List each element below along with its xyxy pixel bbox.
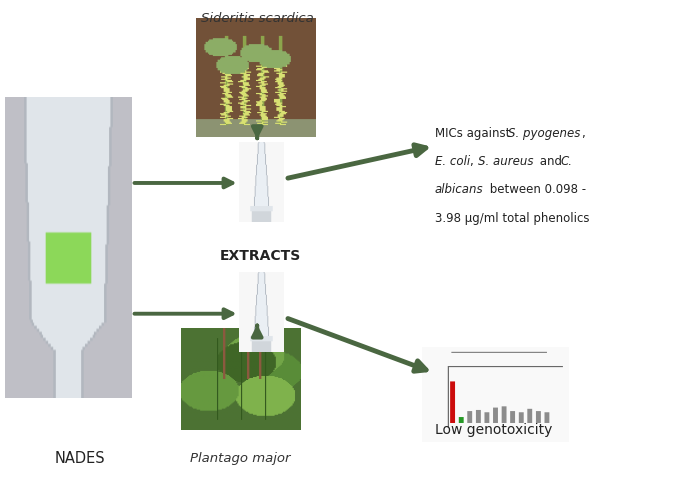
Text: NADES: NADES: [55, 451, 105, 467]
Text: E. coli: E. coli: [434, 155, 470, 169]
Text: MICs against: MICs against: [434, 127, 514, 140]
Text: Plantago major: Plantago major: [190, 452, 290, 465]
Text: Low genotoxicity: Low genotoxicity: [434, 423, 552, 437]
Text: ,: ,: [470, 155, 477, 169]
Text: ,: ,: [581, 127, 584, 140]
Text: 3.98 μg/ml total phenolics: 3.98 μg/ml total phenolics: [434, 211, 589, 225]
Text: albicans: albicans: [434, 184, 483, 196]
Text: EXTRACTS: EXTRACTS: [220, 248, 301, 262]
Text: and: and: [536, 155, 565, 169]
Text: Sideritis scardica: Sideritis scardica: [201, 12, 314, 25]
Text: S. pyogenes: S. pyogenes: [508, 127, 581, 140]
Text: between 0.098 -: between 0.098 -: [486, 184, 586, 196]
Text: S. aureus: S. aureus: [477, 155, 533, 169]
Text: C.: C.: [561, 155, 573, 169]
